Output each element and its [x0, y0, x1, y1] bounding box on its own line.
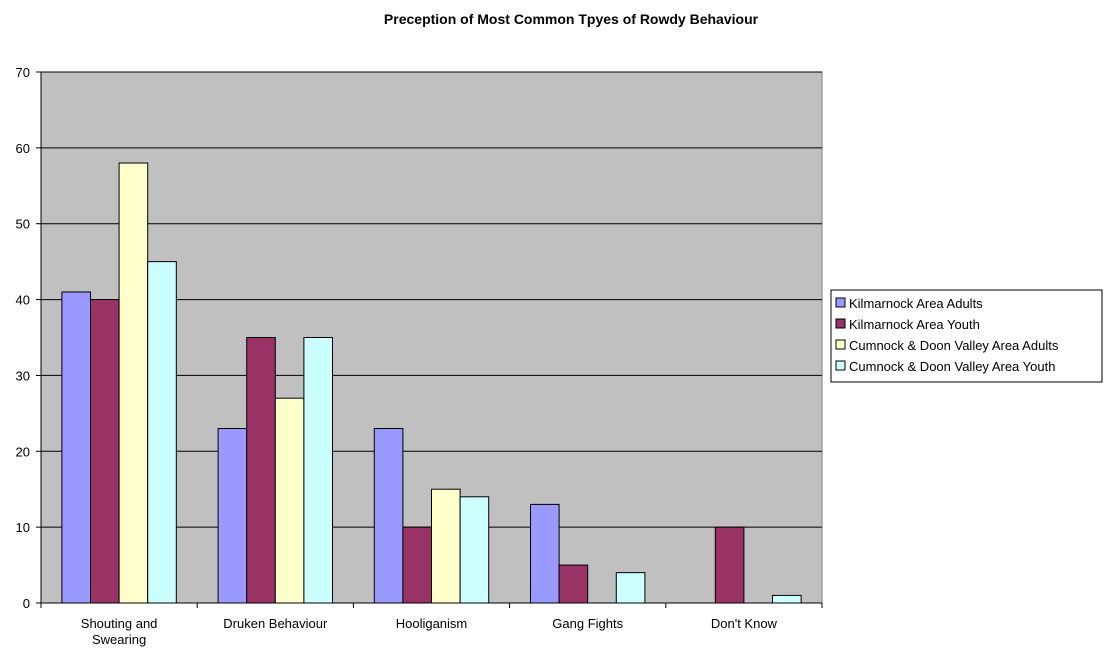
x-tick-label: Don't Know: [711, 616, 778, 631]
bar: [403, 527, 432, 603]
bar: [119, 163, 148, 603]
bar: [247, 338, 276, 604]
x-tick-label: Gang Fights: [552, 616, 623, 631]
bar: [531, 504, 560, 603]
bar: [304, 338, 333, 604]
bar: [432, 489, 461, 603]
legend-swatch: [836, 319, 845, 328]
y-tick-label: 70: [16, 65, 30, 80]
legend: Kilmarnock Area Adults Kilmarnock Area Yo…: [831, 290, 1102, 382]
legend-swatch: [836, 298, 845, 307]
x-tick-label: Druken Behaviour: [223, 616, 328, 631]
legend-label: Kilmarnock Area Youth: [849, 317, 980, 332]
x-tick-label: Hooliganism: [396, 616, 468, 631]
plot-area: 0 10 20 30 40 50 60 70 Shouting and Swearing Druke…: [16, 65, 822, 647]
bar: [374, 429, 403, 603]
legend-swatch: [836, 361, 845, 370]
bar: [148, 262, 177, 603]
legend-label: Kilmarnock Area Adults: [849, 296, 983, 311]
bar: [616, 573, 645, 603]
legend-swatch: [836, 340, 845, 349]
y-tick-label: 30: [16, 368, 30, 383]
y-tick-label: 10: [16, 520, 30, 535]
bar: [715, 527, 744, 603]
bar: [559, 565, 588, 603]
bar: [773, 595, 802, 603]
legend-label: Cumnock & Doon Valley Area Youth: [849, 359, 1055, 374]
x-tick-label: Shouting and Swearing: [81, 616, 158, 647]
bar: [460, 497, 489, 603]
bar: [275, 398, 304, 603]
y-tick-label: 60: [16, 141, 30, 156]
y-tick-label: 20: [16, 444, 30, 459]
y-tick-label: 0: [23, 596, 30, 611]
chart-title: Preception of Most Common Tpyes of Rowdy…: [384, 11, 759, 27]
bar: [62, 292, 91, 603]
legend-label: Cumnock & Doon Valley Area Adults: [849, 338, 1059, 353]
y-tick-label: 50: [16, 217, 30, 232]
y-tick-label: 40: [16, 293, 30, 308]
bar: [218, 429, 247, 603]
bar: [91, 300, 120, 603]
